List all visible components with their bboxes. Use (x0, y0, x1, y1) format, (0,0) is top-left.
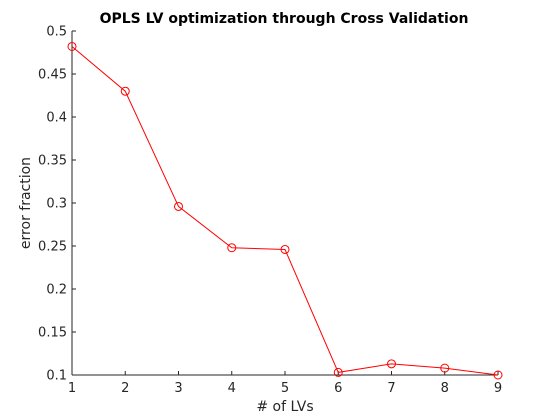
chart-title: OPLS LV optimization through Cross Valid… (100, 11, 469, 27)
data-point (493, 370, 503, 380)
data-point (120, 86, 130, 96)
y-tick-label: 0.35 (38, 154, 67, 169)
y-tick-label: 0.4 (46, 111, 67, 126)
y-tick-label: 0.2 (46, 283, 67, 298)
y-tick-label: 0.25 (38, 240, 67, 255)
x-ticks: 1 2 3 4 5 6 7 8 9 (68, 371, 502, 396)
x-tick-label: 3 (174, 381, 182, 396)
data-point (333, 367, 343, 377)
x-tick-label: 2 (121, 381, 129, 396)
data-point (67, 41, 77, 51)
series-line (71, 46, 499, 376)
x-tick-label: 9 (494, 381, 502, 396)
y-tick-label: 0.15 (38, 326, 67, 341)
x-tick-label: 6 (334, 381, 342, 396)
series-markers (67, 41, 503, 380)
y-tick-label: 0.1 (46, 369, 67, 384)
x-tick-label: 8 (441, 381, 449, 396)
data-point (387, 359, 396, 369)
data-point (227, 243, 237, 253)
y-tick-label: 0.5 (46, 25, 67, 40)
x-tick-label: 7 (387, 381, 395, 396)
y-tick-label: 0.3 (46, 197, 67, 212)
x-axis-label: # of LVs (256, 399, 313, 415)
y-tick-label: 0.45 (38, 68, 67, 83)
x-tick-label: 4 (228, 381, 236, 396)
x-tick-label: 5 (281, 381, 289, 396)
y-ticks: 0.1 0.15 0.2 0.25 0.3 0.35 0.4 0.45 0.5 (38, 25, 76, 384)
x-tick-label: 1 (68, 381, 76, 396)
data-point (174, 201, 183, 211)
data-point (440, 363, 450, 373)
data-point (280, 244, 290, 254)
y-axis-label: error fraction (18, 157, 34, 249)
